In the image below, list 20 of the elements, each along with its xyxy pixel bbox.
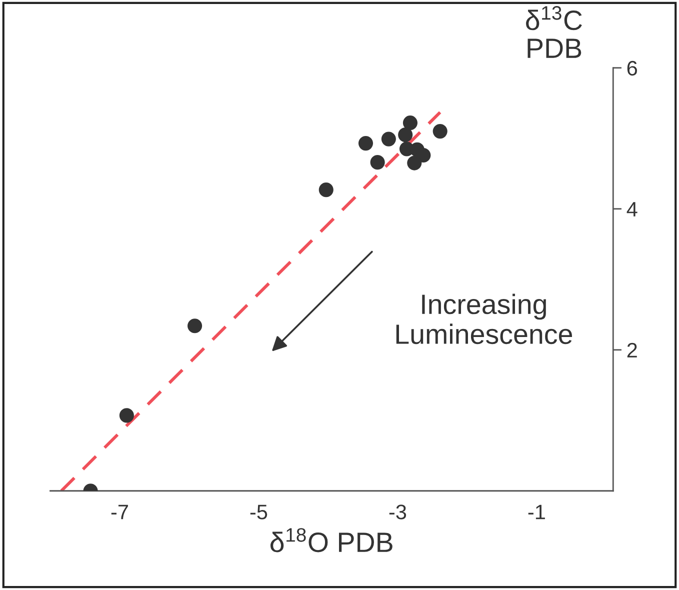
point xyxy=(358,136,374,151)
point xyxy=(370,155,385,170)
point xyxy=(381,132,396,146)
y-axis-title: δ$^{13}$C PDB xyxy=(526,6,582,58)
point xyxy=(432,124,448,139)
x-axis-title: δ$^{18}$O PDB xyxy=(270,528,392,552)
x-tick-label: -3 xyxy=(389,504,406,520)
point xyxy=(407,156,422,170)
annotation: Increasing Luminescence xyxy=(396,294,572,344)
x-tick-label: -1 xyxy=(528,504,545,520)
point xyxy=(188,318,202,334)
point xyxy=(318,182,334,198)
y-tick-label: 6 xyxy=(627,60,637,76)
point xyxy=(402,116,418,130)
y-tick-label: 4 xyxy=(626,202,638,216)
x-tick-label: -7 xyxy=(111,504,128,520)
point xyxy=(119,408,134,423)
point xyxy=(398,128,413,142)
x-tick-label: -5 xyxy=(250,504,268,520)
y-tick-label: 2 xyxy=(627,342,637,358)
